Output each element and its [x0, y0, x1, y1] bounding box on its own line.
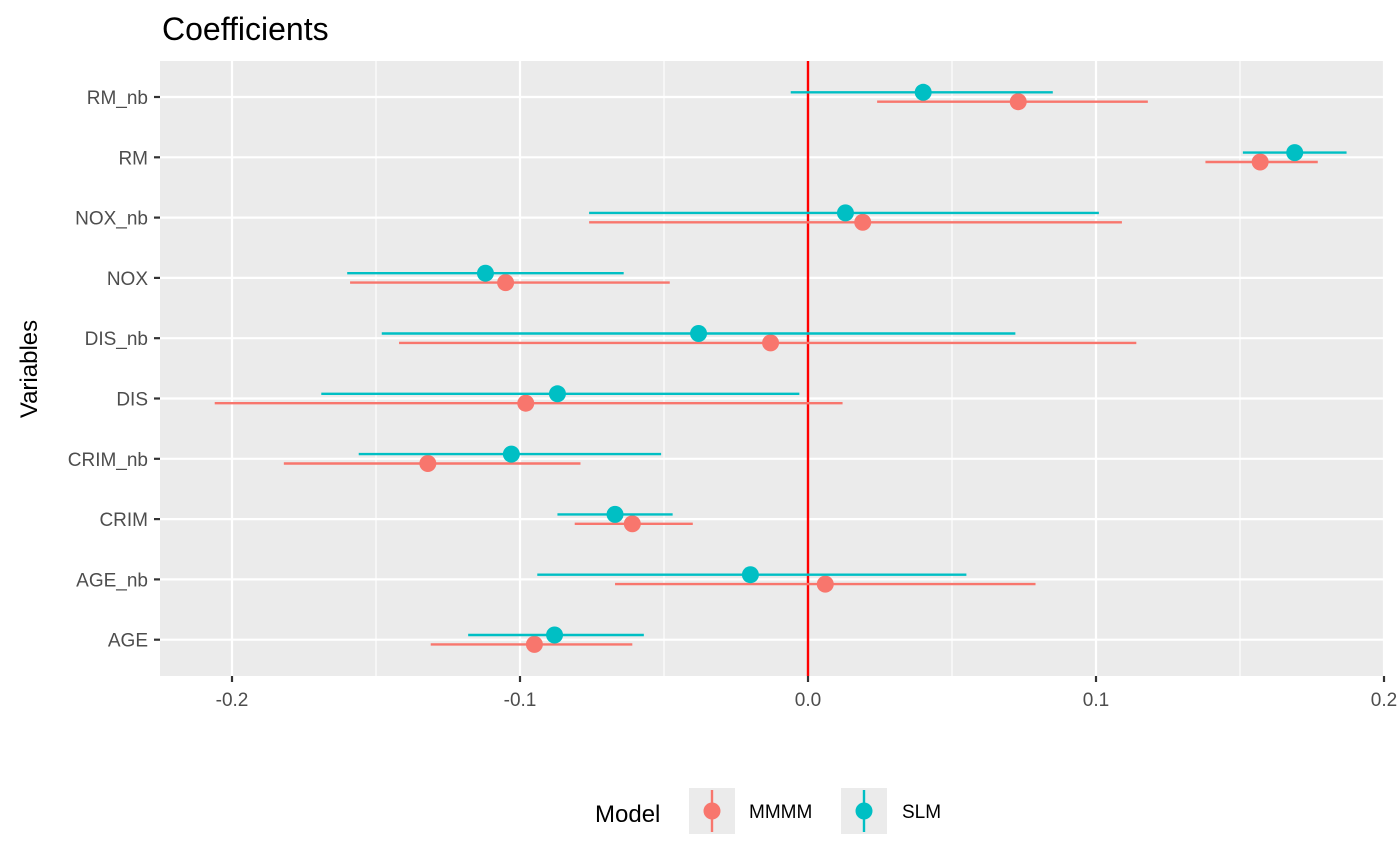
point-mmmm-crim — [623, 515, 641, 533]
data-marks — [214, 83, 1347, 653]
chart-title: Coefficients — [162, 11, 329, 47]
x-tick-label: 0.2 — [1371, 690, 1397, 711]
y-tick-label: AGE_nb — [76, 570, 148, 591]
x-tick-label: 0.0 — [795, 690, 821, 711]
point-mmmm-crim_nb — [419, 455, 437, 472]
legend-key-point — [703, 802, 721, 820]
y-tick-label: NOX_nb — [75, 209, 148, 230]
point-mmmm-rm — [1251, 153, 1269, 171]
point-mmmm-nox — [497, 274, 515, 292]
point-slm-nox — [476, 264, 494, 282]
point-slm-nox_nb — [836, 204, 854, 222]
y-tick-label: RM — [118, 148, 148, 169]
y-tick-label: CRIM — [99, 510, 148, 531]
legend-label: SLM — [902, 802, 941, 823]
y-tick-label: DIS — [116, 390, 148, 411]
point-slm-crim — [606, 505, 624, 523]
series-slm — [321, 83, 1347, 644]
point-slm-crim_nb — [502, 445, 520, 463]
point-mmmm-age — [525, 635, 543, 653]
x-axis: -0.2 -0.1 0.0 0.1 0.2 — [216, 676, 1397, 711]
point-mmmm-nox_nb — [854, 213, 872, 231]
legend-item-mmmm: MMMM — [689, 788, 812, 834]
y-tick-label: DIS_nb — [85, 329, 148, 350]
y-axis: AGE AGE_nb CRIM CRIM_nb DIS DIS_nb NOX NOX_nb RM… — [68, 88, 160, 652]
y-tick-label: CRIM_nb — [68, 450, 148, 471]
y-axis-title: Variables — [16, 320, 43, 418]
x-tick-label: -0.1 — [504, 690, 537, 711]
point-mmmm-age_nb — [816, 575, 834, 593]
legend-title: Model — [595, 801, 660, 828]
legend-key-point — [855, 802, 873, 820]
x-tick-label: -0.2 — [216, 690, 249, 711]
series-mmmm — [214, 93, 1318, 653]
legend-item-slm: SLM — [841, 788, 941, 834]
legend: Model MMMM SLM — [595, 788, 941, 834]
x-tick-label: 0.1 — [1083, 690, 1109, 711]
point-mmmm-dis — [517, 394, 535, 412]
legend-label: MMMM — [749, 802, 812, 823]
point-slm-dis — [548, 385, 566, 403]
y-tick-label: AGE — [108, 631, 148, 652]
point-slm-age_nb — [741, 566, 759, 584]
point-slm-dis_nb — [690, 325, 708, 342]
point-mmmm-rm_nb — [1009, 93, 1027, 111]
y-tick-label: NOX — [107, 269, 149, 290]
point-slm-rm_nb — [914, 83, 932, 101]
y-tick-label: RM_nb — [87, 88, 148, 109]
point-slm-rm — [1286, 144, 1304, 162]
point-mmmm-dis_nb — [762, 334, 780, 352]
point-slm-age — [546, 626, 564, 644]
